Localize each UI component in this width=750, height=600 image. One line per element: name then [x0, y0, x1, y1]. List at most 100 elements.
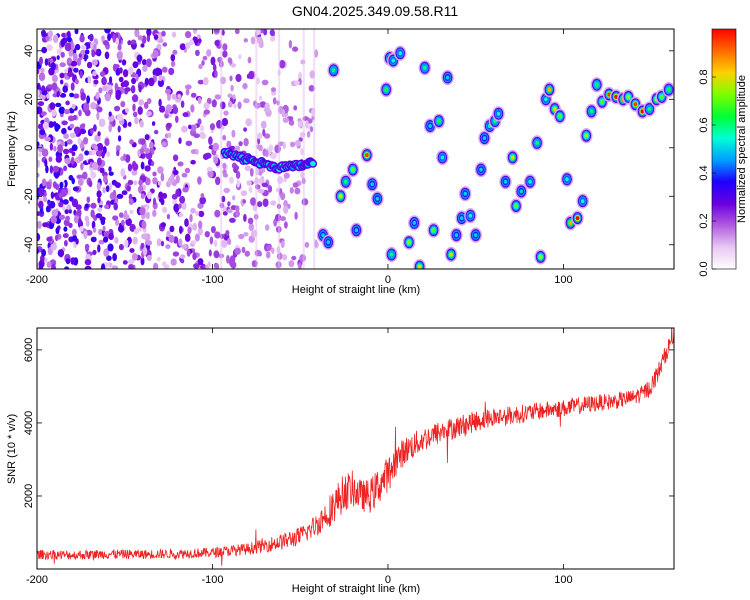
noise-blob	[184, 167, 191, 174]
noise-blob	[150, 147, 155, 155]
noise-blob	[178, 203, 182, 209]
snr-ytick-label: 6000	[23, 338, 35, 362]
spectral-feature	[478, 130, 491, 146]
noise-blob	[207, 261, 211, 268]
noise-blob	[118, 212, 124, 218]
noise-blob	[146, 29, 152, 36]
noise-blob	[171, 93, 177, 100]
noise-blob	[244, 250, 250, 257]
spectrogram-xtick-label: 100	[554, 274, 572, 286]
spectrogram-ytick-label: 0	[23, 145, 35, 151]
feature-ring	[600, 99, 604, 104]
noise-blob	[198, 131, 205, 138]
noise-blob	[94, 145, 98, 152]
noise-blob	[243, 213, 247, 222]
noise-blob	[268, 144, 274, 152]
noise-blob	[112, 189, 117, 198]
noise-blob	[288, 260, 295, 268]
noise-blob	[104, 204, 110, 209]
feature-ring	[640, 109, 645, 114]
noise-blob	[84, 109, 91, 117]
noise-blob	[94, 134, 101, 142]
noise-blob	[210, 226, 216, 234]
noise-blob	[92, 70, 97, 77]
noise-blob	[117, 44, 122, 51]
noise-blob	[181, 125, 188, 133]
noise-blob	[138, 179, 143, 186]
noise-blob	[193, 263, 200, 269]
feature-ring	[338, 194, 343, 199]
feature-ring	[331, 68, 336, 73]
noise-blob	[179, 225, 183, 235]
noise-blob	[67, 58, 72, 64]
chart-title: GN04.2025.349.09.58.R11	[292, 3, 459, 19]
noise-blob	[262, 198, 269, 207]
noise-blob	[98, 228, 103, 236]
noise-blob	[57, 249, 65, 258]
feature-ring	[354, 228, 359, 233]
noise-blob	[73, 67, 79, 73]
noise-blob	[283, 172, 290, 179]
noise-blob	[263, 107, 271, 113]
noise-blob	[248, 223, 254, 231]
noise-blob	[103, 40, 109, 46]
noise-blob	[38, 72, 46, 82]
feature-ring	[468, 213, 473, 218]
noise-blob	[258, 177, 264, 185]
noise-blob	[172, 154, 179, 162]
noise-blob	[113, 202, 118, 211]
noise-blob	[108, 166, 112, 173]
noise-blob	[98, 118, 106, 127]
noise-blob	[197, 118, 202, 125]
noise-blob	[297, 120, 303, 128]
noise-blob	[68, 209, 72, 214]
noise-blob	[78, 53, 82, 58]
noise-blob	[166, 213, 170, 220]
noise-blob	[140, 161, 145, 170]
feature-ring	[407, 240, 411, 245]
noise-blob	[44, 159, 48, 168]
noise-blob	[115, 145, 121, 152]
noise-blob	[214, 94, 222, 100]
noise-blob	[91, 59, 98, 66]
noise-blob	[63, 226, 68, 232]
noise-blob	[168, 67, 175, 76]
noise-blob	[263, 29, 268, 36]
noise-blob	[294, 211, 298, 220]
feature-ring	[412, 220, 417, 225]
noise-blob	[48, 200, 56, 209]
noise-blob	[161, 30, 166, 37]
noise-blob	[170, 54, 176, 62]
noise-blob	[230, 84, 234, 92]
spectral-feature	[436, 149, 449, 166]
noise-blob	[250, 36, 256, 45]
noise-blob	[73, 215, 80, 224]
noise-blob	[77, 137, 82, 145]
colorbar-tick-label: 0.2	[698, 213, 710, 228]
feature-ring	[568, 220, 573, 225]
noise-blob	[187, 226, 192, 235]
noise-blob	[212, 63, 217, 72]
noise-blob	[172, 49, 178, 55]
noise-blob	[173, 203, 180, 213]
feature-ring	[514, 204, 518, 208]
noise-streak	[255, 29, 258, 269]
noise-blob	[248, 235, 255, 243]
noise-blob	[72, 234, 77, 242]
noise-blob	[39, 129, 46, 136]
noise-blob	[107, 33, 112, 41]
noise-blob	[198, 210, 205, 218]
noise-blob	[62, 233, 69, 239]
feature-ring	[428, 124, 432, 128]
noise-blob	[143, 101, 149, 109]
noise-blob	[162, 66, 168, 73]
noise-blob	[158, 98, 162, 107]
noise-blob	[162, 206, 168, 214]
noise-blob	[114, 196, 119, 204]
feature-ring	[552, 107, 557, 111]
noise-blob	[233, 165, 240, 171]
noise-blob	[129, 209, 134, 215]
noise-blob	[197, 227, 203, 236]
